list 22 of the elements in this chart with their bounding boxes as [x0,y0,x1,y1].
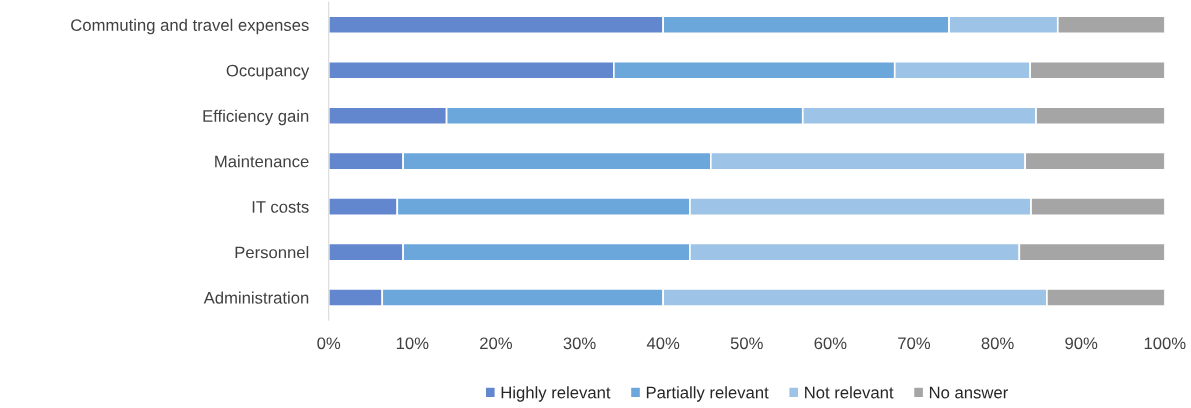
legend-label: Not relevant [805,386,894,399]
y-tick-label: Maintenance [215,155,309,168]
x-tick-label: 100% [1144,337,1186,350]
x-tick-label: 60% [814,337,847,350]
y-tick-label: Commuting and travel expenses [71,18,309,35]
legend-label: Partially relevant [646,386,769,402]
x-tick-label: 30% [563,337,596,350]
x-tick-label: 50% [730,337,763,350]
legend-label: No answer [929,386,1008,399]
y-tick-label: Personnel [235,246,309,259]
y-tick-label: Occupancy [226,64,310,80]
x-tick-label: 10% [396,337,429,350]
legend-label: Highly relevant [501,386,611,402]
y-tick-label: IT costs [252,201,309,213]
x-tick-label: 70% [898,337,931,350]
x-tick-label: 40% [646,337,680,350]
y-tick-label: Efficiency gain [203,109,309,126]
x-tick-label: 90% [1065,337,1098,350]
y-tick-label: Administration [203,291,309,304]
x-tick-label: 80% [981,337,1014,350]
x-tick-label: 0% [317,337,341,350]
x-tick-label: 20% [480,337,513,350]
